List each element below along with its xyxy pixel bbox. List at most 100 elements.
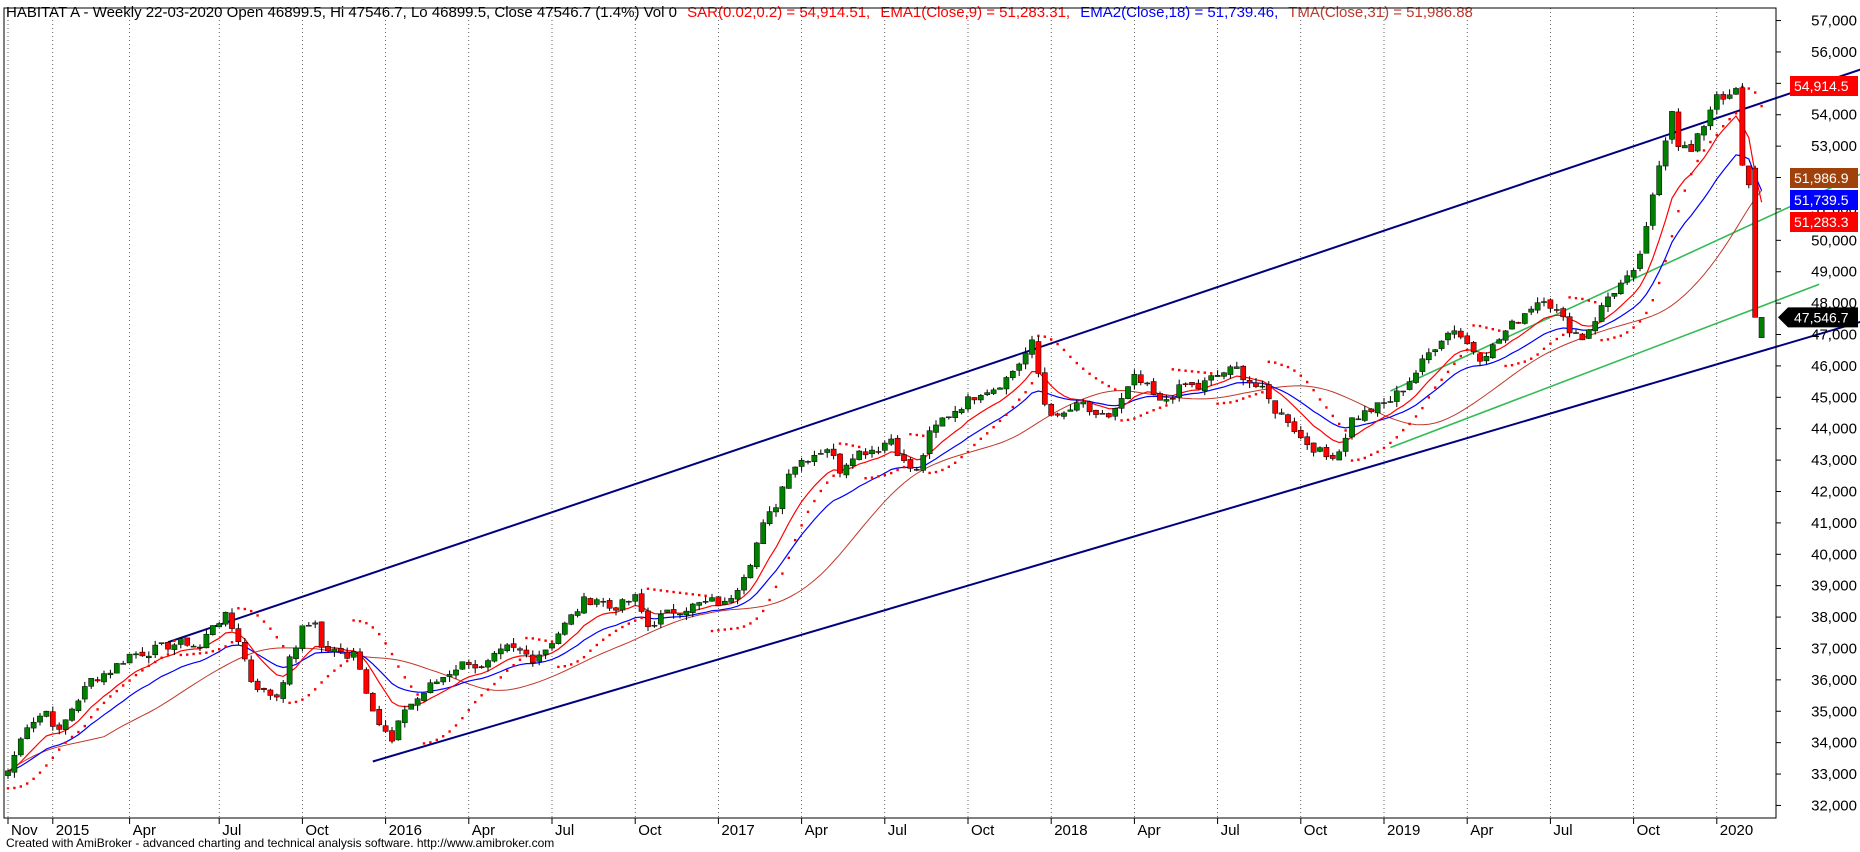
candle [670, 603, 677, 619]
candle [395, 720, 402, 741]
candle [1611, 293, 1618, 300]
candle-body [913, 469, 920, 471]
candle-body [805, 461, 811, 463]
sar-dot [1446, 370, 1450, 374]
candle [1745, 165, 1752, 189]
candle [1035, 336, 1042, 378]
sar-dot [934, 470, 938, 474]
candle [433, 679, 440, 685]
candle-body [145, 655, 152, 659]
sar-dot [422, 742, 426, 745]
candle [497, 643, 504, 660]
candle [145, 651, 152, 664]
candle-body [344, 651, 351, 659]
candle [1297, 426, 1304, 440]
y-tick-label: 40,000 [1811, 546, 1857, 563]
candle [645, 607, 651, 632]
candle-body [273, 694, 280, 698]
candle-body [1425, 352, 1432, 361]
sar-dot [1434, 386, 1437, 389]
candle-body [574, 611, 581, 616]
channel-upper-trendline[interactable] [167, 49, 1860, 644]
candle-body [254, 680, 261, 690]
candle [1291, 417, 1298, 434]
sar-dot [1389, 441, 1392, 445]
sar-dot [653, 588, 656, 591]
candle [721, 597, 728, 605]
candle [414, 697, 421, 711]
candle-body [30, 721, 37, 729]
candle [1547, 298, 1554, 313]
sar-dot [275, 636, 278, 639]
candle [1317, 446, 1323, 453]
x-tick-label: 2017 [721, 822, 754, 839]
candle [1278, 408, 1285, 415]
sar-dot [614, 629, 618, 633]
candle [1464, 332, 1471, 345]
candle-body [1080, 401, 1087, 405]
candle [753, 541, 760, 570]
sar-dot [704, 594, 707, 597]
candle [446, 670, 453, 682]
sar-dot [1402, 428, 1405, 432]
title-ema2: EMA2(Close,18) = 51,739.46, [1080, 4, 1278, 21]
candle-body [459, 661, 466, 670]
candle [56, 722, 63, 735]
inner-lower-trendline[interactable] [1390, 283, 1820, 449]
candle [421, 692, 427, 702]
sar-dot [186, 653, 189, 656]
candle-body [811, 455, 818, 462]
sar-dot [1760, 104, 1763, 108]
sar-dot [154, 660, 157, 664]
candle-body [133, 653, 139, 656]
sar-dot [582, 655, 586, 659]
sar-dot [224, 645, 227, 648]
candle [990, 387, 997, 396]
y-tick-label: 35,000 [1811, 703, 1857, 720]
candle-body [600, 600, 607, 603]
sar-dot [1734, 112, 1738, 115]
sar-dot [1338, 422, 1341, 426]
candle-body [62, 719, 69, 730]
x-tick-label: Nov [11, 822, 38, 839]
candle [248, 655, 255, 684]
candle [107, 669, 114, 679]
candle [632, 593, 639, 606]
sar-dot [1702, 149, 1706, 152]
candle-body [216, 623, 223, 628]
candle-body [1585, 329, 1592, 339]
candle [1496, 338, 1503, 344]
candle [1253, 378, 1259, 389]
sar-dot [947, 465, 950, 468]
candle-body [1643, 226, 1650, 254]
candle-body [1451, 330, 1458, 335]
candle [1637, 250, 1643, 272]
sar-dot [90, 716, 93, 719]
candle-body [203, 633, 210, 649]
candle-body [139, 651, 146, 657]
candle-body [856, 450, 863, 460]
sar-dot [787, 556, 790, 560]
candle [1707, 106, 1714, 131]
candle [171, 643, 178, 655]
channel-lower-trendline[interactable] [372, 291, 1860, 763]
sar-dot [659, 589, 662, 592]
candle-body [81, 686, 88, 700]
candle [1003, 375, 1010, 395]
candle-body [472, 664, 479, 669]
candle [677, 613, 683, 619]
candle-body [1400, 390, 1407, 393]
candle-body [1438, 340, 1445, 349]
sar-dot [1005, 413, 1008, 417]
sar-dot [1222, 401, 1226, 405]
sar-dot [1261, 391, 1264, 394]
candle-body [350, 650, 357, 658]
sar-dot [1408, 422, 1411, 426]
candle-body [1649, 194, 1656, 226]
sar-dot [282, 644, 285, 648]
sar-dot [1651, 299, 1654, 302]
sar-dot [1286, 365, 1290, 369]
candle [1726, 89, 1733, 100]
candle-body [1477, 353, 1483, 362]
